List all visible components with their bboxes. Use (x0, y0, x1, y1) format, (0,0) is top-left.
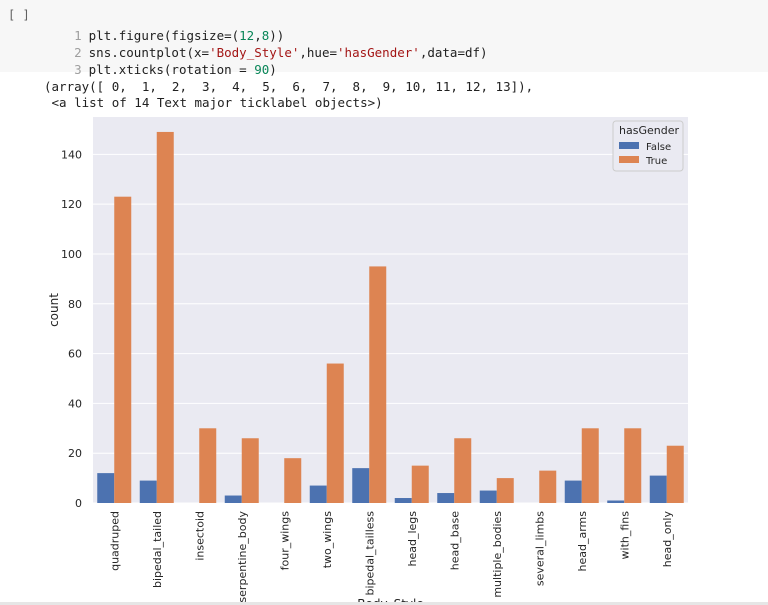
bar-head_arms-true (581, 428, 599, 503)
y-tick-label: 0 (75, 497, 82, 510)
bar-serpentine_body-true (241, 438, 259, 503)
bar-head_base-false (437, 493, 455, 503)
code-line-2[interactable]: 2 sns.countplot(x='Body_Style',hue='hasGe… (44, 27, 487, 60)
code-token: )) (269, 28, 285, 43)
bar-four_wings-true (284, 458, 302, 503)
bar-with_fins-true (624, 428, 642, 503)
code-string: 'Body_Style' (209, 45, 300, 60)
bar-head_only-true (666, 445, 684, 503)
y-tick-label: 20 (68, 447, 82, 460)
code-token: plt.xticks(rotation = (88, 62, 255, 77)
code-token: ,data=df) (419, 45, 488, 60)
y-tick-label: 100 (61, 248, 82, 261)
countplot-chart: 0 20 40 60 80 100 120 140 quadruped bipedal_tail… (47, 117, 688, 605)
y-tick-label: 60 (68, 348, 82, 361)
x-tick-label: two_wings (321, 511, 334, 569)
x-tick-label: four_wings (278, 511, 291, 571)
legend-swatch-false (619, 142, 639, 149)
code-string: 'hasGender' (337, 45, 420, 60)
bar-multiple_bodies-true (496, 478, 514, 503)
x-tick-label: head_only (661, 511, 674, 568)
y-axis-label: count (47, 293, 61, 327)
output-text-line-2: <a list of 14 Text major ticklabel objec… (44, 95, 383, 110)
legend-label: False (646, 142, 671, 153)
x-tick-label: quadruped (108, 511, 121, 571)
code-number: 8 (261, 28, 270, 43)
bar-bipedal_tailless-false (352, 468, 370, 503)
bar-insectoid-true (199, 428, 217, 503)
code-line-1[interactable]: 1 plt.figure(figsize=(12,8)) (44, 10, 284, 43)
x-tick-label: head_legs (406, 511, 419, 567)
code-token: , (254, 28, 262, 43)
y-tick-label: 120 (61, 198, 82, 211)
line-number: 3 (74, 62, 82, 77)
x-tick-label: bipedal_tailless (363, 511, 376, 596)
x-tick-label: several_limbs (533, 511, 546, 586)
bar-multiple_bodies-false (479, 490, 497, 503)
bar-with_fins-false (607, 500, 625, 503)
run-cell-button[interactable]: [ ] (8, 8, 30, 22)
bars (97, 131, 684, 504)
x-tick-label: insectoid (193, 511, 206, 561)
x-tick-label: bipedal_tailed (151, 511, 164, 588)
legend-title: hasGender (619, 124, 679, 137)
bar-serpentine_body-false (224, 495, 242, 503)
bar-head_base-true (454, 438, 472, 503)
bar-head_only-false (649, 475, 667, 503)
x-tick-label: multiple_bodies (491, 511, 504, 598)
bar-bipedal_tailed-true (156, 131, 174, 503)
bar-bipedal_tailless-true (369, 266, 387, 503)
x-axis-label: Body_Style (357, 597, 423, 605)
legend: hasGender False True (612, 120, 684, 172)
x-tick-label: serpentine_body (236, 511, 249, 603)
x-tick-label: head_base (448, 511, 461, 570)
code-token: plt.figure(figsize=( (88, 28, 240, 43)
x-tick-labels: quadruped bipedal_tailed insectoid serpenti… (108, 511, 674, 603)
legend-label: True (645, 156, 667, 167)
bar-head_legs-true (411, 465, 429, 503)
code-number: 12 (239, 28, 255, 43)
output-text-line-1: (array([ 0, 1, 2, 3, 4, 5, 6, 7, 8, 9, 1… (44, 79, 534, 94)
code-token: sns.countplot(x= (88, 45, 210, 60)
y-tick-label: 80 (68, 298, 82, 311)
bar-quadruped-false (97, 473, 115, 503)
bar-head_legs-false (394, 498, 412, 503)
code-token: ) (269, 62, 277, 77)
code-token: ,hue= (299, 45, 338, 60)
bar-several_limbs-true (539, 470, 557, 503)
bar-bipedal_tailed-false (139, 480, 157, 503)
line-number: 1 (74, 28, 82, 43)
divider (0, 602, 768, 605)
line-number: 2 (74, 45, 82, 60)
code-cell[interactable]: [ ] 1 plt.figure(figsize=(12,8)) 2 sns.cou… (0, 0, 768, 77)
bar-head_arms-false (564, 480, 582, 503)
x-tick-label: with_fins (618, 511, 631, 560)
bar-two_wings-false (309, 485, 327, 503)
legend-swatch-true (619, 156, 639, 163)
bar-quadruped-true (114, 196, 132, 504)
bar-two_wings-true (326, 363, 344, 503)
x-tick-label: head_arms (576, 511, 589, 572)
y-tick-labels: 0 20 40 60 80 100 120 140 (61, 148, 82, 510)
y-tick-label: 140 (61, 148, 82, 161)
y-tick-label: 40 (68, 397, 82, 410)
code-line-3[interactable]: 3 plt.xticks(rotation = 90) (44, 44, 277, 77)
code-number: 90 (254, 62, 270, 77)
